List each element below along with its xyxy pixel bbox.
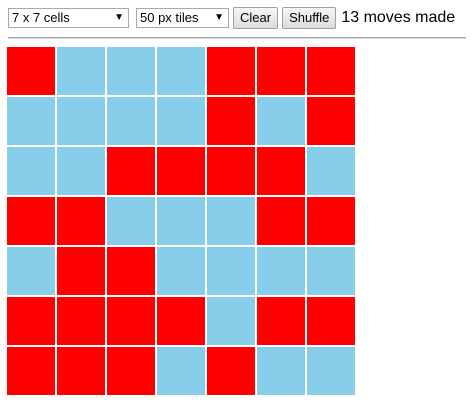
board-cell-r7-c4[interactable] bbox=[156, 346, 206, 396]
board-cell-r2-c5[interactable] bbox=[206, 96, 256, 146]
grid-size-select[interactable]: 7 x 7 cells ▼ bbox=[8, 8, 129, 28]
board-cell-r7-c2[interactable] bbox=[56, 346, 106, 396]
board-cell-r3-c6[interactable] bbox=[256, 146, 306, 196]
board-cell-r1-c6[interactable] bbox=[256, 46, 306, 96]
board-cell-r1-c2[interactable] bbox=[56, 46, 106, 96]
board-cell-r7-c1[interactable] bbox=[6, 346, 56, 396]
tile-size-select-value: 50 px tiles bbox=[140, 10, 199, 25]
board-cell-r2-c6[interactable] bbox=[256, 96, 306, 146]
board-cell-r7-c3[interactable] bbox=[106, 346, 156, 396]
grid-size-select-value: 7 x 7 cells bbox=[12, 10, 70, 25]
tile-size-select[interactable]: 50 px tiles ▼ bbox=[136, 8, 229, 28]
board-cell-r2-c7[interactable] bbox=[306, 96, 356, 146]
board-cell-r4-c1[interactable] bbox=[6, 196, 56, 246]
board-cell-r4-c3[interactable] bbox=[106, 196, 156, 246]
board-cell-r5-c5[interactable] bbox=[206, 246, 256, 296]
board-cell-r1-c4[interactable] bbox=[156, 46, 206, 96]
board-cell-r3-c3[interactable] bbox=[106, 146, 156, 196]
clear-button[interactable]: Clear bbox=[233, 7, 279, 29]
board-cell-r5-c3[interactable] bbox=[106, 246, 156, 296]
board-cell-r5-c6[interactable] bbox=[256, 246, 306, 296]
board-cell-r6-c2[interactable] bbox=[56, 296, 106, 346]
board-cell-r6-c7[interactable] bbox=[306, 296, 356, 346]
board-cell-r2-c4[interactable] bbox=[156, 96, 206, 146]
board-cell-r3-c1[interactable] bbox=[6, 146, 56, 196]
board-cell-r6-c4[interactable] bbox=[156, 296, 206, 346]
board-cell-r1-c5[interactable] bbox=[206, 46, 256, 96]
board-cell-r3-c7[interactable] bbox=[306, 146, 356, 196]
board-cell-r4-c2[interactable] bbox=[56, 196, 106, 246]
board-cell-r1-c7[interactable] bbox=[306, 46, 356, 96]
moves-counter: 13 moves made bbox=[341, 9, 456, 26]
divider bbox=[8, 37, 466, 39]
board-cell-r4-c4[interactable] bbox=[156, 196, 206, 246]
board-cell-r7-c5[interactable] bbox=[206, 346, 256, 396]
board-cell-r5-c7[interactable] bbox=[306, 246, 356, 296]
board-cell-r1-c1[interactable] bbox=[6, 46, 56, 96]
board-cell-r6-c1[interactable] bbox=[6, 296, 56, 346]
board-cell-r7-c7[interactable] bbox=[306, 346, 356, 396]
board-cell-r2-c3[interactable] bbox=[106, 96, 156, 146]
board-cell-r5-c4[interactable] bbox=[156, 246, 206, 296]
board-cell-r3-c5[interactable] bbox=[206, 146, 256, 196]
board-cell-r5-c1[interactable] bbox=[6, 246, 56, 296]
board-cell-r5-c2[interactable] bbox=[56, 246, 106, 296]
board-cell-r7-c6[interactable] bbox=[256, 346, 306, 396]
board-cell-r6-c5[interactable] bbox=[206, 296, 256, 346]
game-board bbox=[6, 46, 356, 396]
chevron-down-icon: ▼ bbox=[114, 12, 124, 23]
board-cell-r4-c7[interactable] bbox=[306, 196, 356, 246]
board-cell-r3-c2[interactable] bbox=[56, 146, 106, 196]
board-cell-r6-c6[interactable] bbox=[256, 296, 306, 346]
board-cell-r2-c1[interactable] bbox=[6, 96, 56, 146]
toolbar: 7 x 7 cells ▼ 50 px tiles ▼ Clear Shuffl… bbox=[8, 6, 455, 30]
board-cell-r6-c3[interactable] bbox=[106, 296, 156, 346]
board-cell-r4-c5[interactable] bbox=[206, 196, 256, 246]
board-cell-r4-c6[interactable] bbox=[256, 196, 306, 246]
board-cell-r3-c4[interactable] bbox=[156, 146, 206, 196]
board-cell-r1-c3[interactable] bbox=[106, 46, 156, 96]
board-cell-r2-c2[interactable] bbox=[56, 96, 106, 146]
shuffle-button[interactable]: Shuffle bbox=[282, 7, 337, 29]
chevron-down-icon: ▼ bbox=[214, 12, 224, 23]
